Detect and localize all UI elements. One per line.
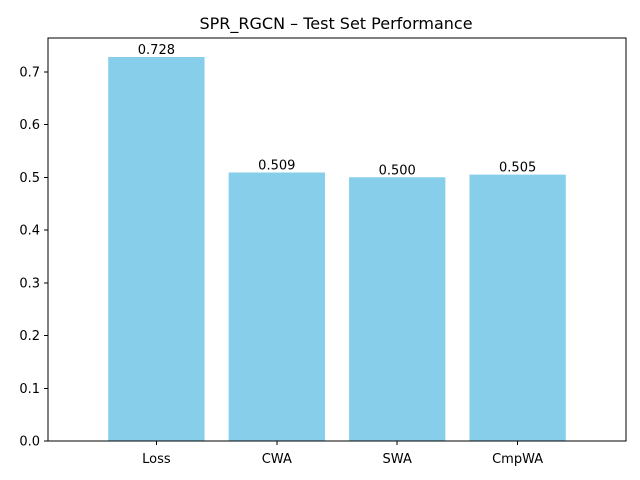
x-tick-label: CmpWA <box>492 452 543 467</box>
data-label: 0.728 <box>138 43 175 58</box>
x-tick-label: Loss <box>142 452 171 467</box>
plot-frame <box>47 37 627 442</box>
data-label: 0.505 <box>499 161 536 176</box>
bar-swa <box>349 177 446 442</box>
data-label: 0.509 <box>258 159 295 174</box>
y-tick-label: 0.2 <box>19 329 40 344</box>
y-tick-label: 0.4 <box>19 224 40 239</box>
bar-cmpwa <box>469 174 566 441</box>
y-tick-label: 0.1 <box>19 382 40 397</box>
chart-title: SPR_RGCN – Test Set Performance <box>199 14 472 34</box>
y-tick-label: 0.6 <box>19 118 40 133</box>
bar-group <box>108 56 566 442</box>
y-tick-label: 0.0 <box>19 435 40 450</box>
data-label-group: 0.728 0.509 0.500 0.505 <box>138 43 536 178</box>
x-axis: Loss CWA SWA CmpWA <box>142 441 543 467</box>
bar-loss <box>108 56 205 441</box>
x-tick-label: CWA <box>262 452 292 467</box>
y-tick-label: 0.7 <box>19 65 40 80</box>
data-label: 0.500 <box>379 163 416 178</box>
y-axis: 0.0 0.1 0.2 0.3 0.4 0.5 0.6 0.7 <box>19 65 48 450</box>
y-tick-label: 0.5 <box>19 171 40 186</box>
x-tick-label: SWA <box>383 452 412 467</box>
bar-cwa <box>228 172 325 441</box>
y-tick-label: 0.3 <box>19 276 40 291</box>
